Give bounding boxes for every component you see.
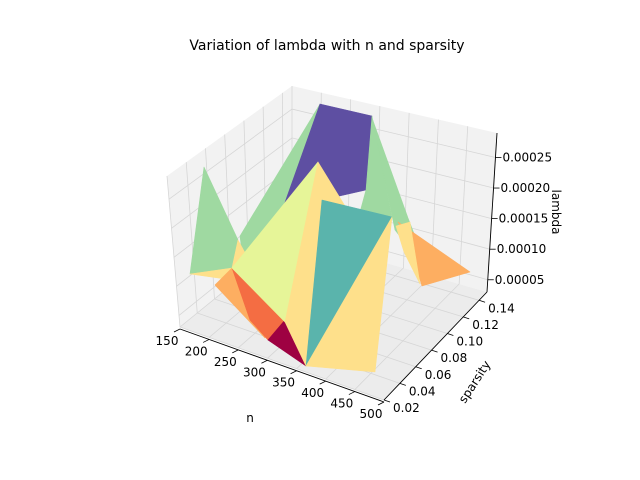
x-axis-line bbox=[179, 328, 385, 403]
x-tick-mark bbox=[202, 339, 210, 343]
y-tick-mark bbox=[431, 349, 438, 353]
z-tick-label: 0.00015 bbox=[499, 212, 549, 226]
x-tick-label: 400 bbox=[301, 386, 324, 400]
axis-ticks: 150 200 250 300 350 400 450 500 0.02 0.04 0.06 0.08… bbox=[156, 150, 553, 421]
y-tick-label: 0.08 bbox=[441, 351, 468, 365]
y-tick-mark bbox=[415, 366, 422, 370]
x-tick-label: 300 bbox=[243, 365, 266, 379]
y-tick-mark bbox=[478, 299, 486, 303]
grid-line-lambda bbox=[168, 108, 496, 200]
axes-lines bbox=[179, 132, 498, 403]
y-tick-mark bbox=[463, 316, 470, 320]
x-tick-label: 500 bbox=[360, 407, 383, 421]
y-tick-label: 0.12 bbox=[472, 318, 499, 332]
y-tick-label: 0.10 bbox=[456, 335, 483, 349]
x-tick-mark bbox=[319, 380, 326, 385]
y-axis-line bbox=[383, 291, 488, 401]
grid-line-sparsity bbox=[166, 175, 385, 401]
y-tick-mark bbox=[447, 333, 454, 336]
y-tick-label: 0.02 bbox=[393, 401, 420, 415]
y-tick-label: 0.06 bbox=[425, 368, 452, 382]
y-tick-mark bbox=[383, 399, 391, 403]
z-axis-title: lambda bbox=[549, 190, 563, 235]
x-tick-mark bbox=[261, 359, 268, 364]
x-tick-label: 450 bbox=[330, 397, 353, 411]
y-tick-label: 0.14 bbox=[488, 301, 515, 315]
y-axis-title: sparsity bbox=[456, 358, 494, 406]
z-tick-label: 0.00020 bbox=[501, 181, 551, 195]
x-tick-mark bbox=[232, 349, 239, 354]
chart-title: Variation of lambda with n and sparsity bbox=[189, 38, 464, 54]
x-tick-label: 350 bbox=[272, 376, 295, 390]
z-axis-line bbox=[486, 132, 498, 293]
x-tick-label: 250 bbox=[214, 355, 237, 369]
surface-plot bbox=[189, 103, 471, 373]
y-tick-mark bbox=[399, 383, 406, 386]
x-tick-mark bbox=[348, 391, 356, 395]
z-tick-label: 0.00005 bbox=[495, 273, 545, 287]
y-tick-label: 0.04 bbox=[409, 384, 436, 398]
x-tick-mark bbox=[377, 401, 385, 406]
x-tick-mark bbox=[173, 328, 181, 333]
x-axis-title: n bbox=[246, 411, 254, 425]
x-tick-label: 200 bbox=[185, 344, 208, 358]
facet-right-yellow bbox=[395, 221, 421, 285]
facet-yellow-front bbox=[305, 216, 393, 373]
x-tick-mark bbox=[290, 370, 297, 375]
grid-line-n bbox=[354, 126, 469, 390]
z-tick-label: 0.00010 bbox=[497, 242, 547, 256]
z-tick-label: 0.00025 bbox=[502, 150, 552, 164]
x-tick-label: 150 bbox=[156, 334, 179, 348]
